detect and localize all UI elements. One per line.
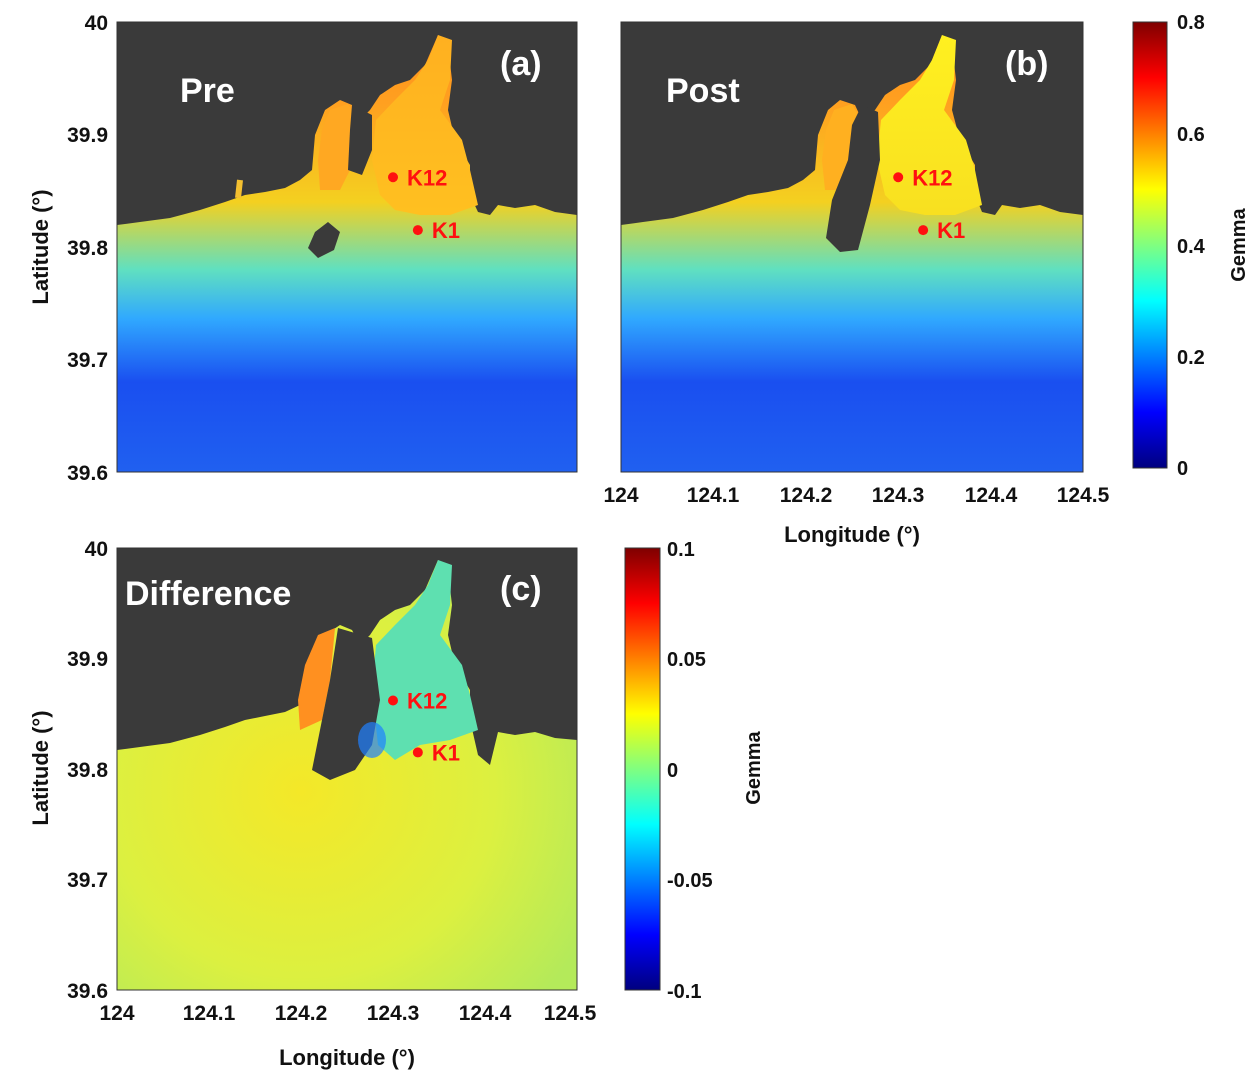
xtick: 124.5 bbox=[1057, 484, 1110, 507]
xtick: 124.1 bbox=[183, 1002, 236, 1025]
station-marker bbox=[893, 172, 904, 183]
ytick: 39.8 bbox=[67, 237, 108, 260]
ytick: 39.7 bbox=[67, 349, 108, 372]
panel-a-yticks: 40 39.9 39.8 39.7 39.6 bbox=[67, 12, 108, 485]
xtick: 124.4 bbox=[965, 484, 1018, 507]
panel-c-yticks: 40 39.9 39.8 39.7 39.6 bbox=[67, 538, 108, 1003]
station-marker bbox=[412, 225, 423, 236]
panel-b-frame bbox=[620, 21, 1084, 473]
colorbar-bottom-gradient bbox=[624, 547, 661, 991]
panel-a-island bbox=[308, 222, 340, 258]
colorbar-top-gradient bbox=[1132, 21, 1168, 469]
panel-c-land bbox=[117, 548, 577, 765]
station-marker bbox=[388, 695, 398, 706]
station-label: K1 bbox=[432, 218, 460, 243]
panel-a-title: Pre bbox=[180, 72, 235, 110]
xtick: 124.1 bbox=[687, 484, 740, 507]
xtick: 124.3 bbox=[872, 484, 925, 507]
colorbar-bottom-tick: 0.05 bbox=[667, 649, 706, 671]
colorbar-bottom: 0.1 0.05 0 -0.05 -0.1 Gemma bbox=[624, 539, 765, 1003]
panel-c-xticks: 124 124.1 124.2 124.3 124.4 124.5 bbox=[99, 1002, 596, 1025]
panel-b-title: Post bbox=[666, 72, 740, 110]
ytick: 39.6 bbox=[67, 980, 108, 1003]
xtick: 124.4 bbox=[459, 1002, 512, 1025]
panel-a-ylabel: Latitude (°) bbox=[28, 189, 53, 304]
colorbar-top-tick: 0.6 bbox=[1177, 124, 1205, 146]
panel-c-estuary bbox=[372, 560, 478, 760]
panel-a bbox=[117, 22, 577, 472]
colorbar-top-tick: 0.2 bbox=[1177, 347, 1205, 369]
panel-a-land bbox=[117, 22, 577, 225]
xtick: 124.3 bbox=[367, 1002, 420, 1025]
colorbar-bottom-tick: 0.1 bbox=[667, 539, 695, 561]
panel-a-shoreline bbox=[235, 179, 243, 199]
ytick: 39.9 bbox=[67, 648, 108, 671]
panel-b-land bbox=[621, 22, 1083, 225]
xtick: 124.2 bbox=[780, 484, 833, 507]
colorbar-bottom-tick: 0 bbox=[667, 760, 678, 782]
ytick: 39.7 bbox=[67, 869, 108, 892]
xtick: 124 bbox=[603, 484, 638, 507]
panel-c-xlabel: Longitude (°) bbox=[279, 1045, 415, 1070]
station-label: K1 bbox=[937, 218, 965, 243]
xtick: 124.5 bbox=[544, 1002, 597, 1025]
station-marker bbox=[918, 225, 929, 236]
station-markers: K12 K1 K12 K1 K12 K1 bbox=[388, 165, 965, 765]
colorbar-bottom-label: Gemma bbox=[743, 730, 765, 804]
station-label: K12 bbox=[407, 688, 447, 713]
colorbar-bottom-tick: -0.05 bbox=[667, 870, 713, 892]
xtick: 124.2 bbox=[275, 1002, 328, 1025]
panel-a-island-2 bbox=[348, 105, 372, 175]
colorbar-top-label: Gemma bbox=[1228, 207, 1250, 281]
station-label: K12 bbox=[912, 165, 952, 190]
panel-a-tag: (a) bbox=[500, 45, 542, 83]
ytick: 40 bbox=[85, 538, 108, 561]
panel-a-estuary bbox=[372, 35, 478, 215]
panel-c-title: Difference bbox=[125, 575, 291, 613]
panel-b-estuary bbox=[877, 35, 982, 215]
panel-b-xlabel: Longitude (°) bbox=[784, 522, 920, 547]
station-marker bbox=[412, 747, 423, 758]
panel-c bbox=[117, 548, 577, 990]
panel-b-tag: (b) bbox=[1005, 45, 1048, 83]
station-label: K12 bbox=[407, 165, 447, 190]
station-marker bbox=[388, 172, 398, 183]
colorbar-top-tick: 0 bbox=[1177, 458, 1188, 480]
panel-b bbox=[621, 22, 1083, 472]
panel-c-channel bbox=[298, 628, 335, 730]
panel-c-frame bbox=[116, 547, 578, 991]
panel-c-tag: (c) bbox=[500, 570, 542, 608]
colorbar-top-tick: 0.8 bbox=[1177, 12, 1205, 34]
panel-b-xticks: 124 124.1 124.2 124.3 124.4 124.5 bbox=[603, 484, 1109, 507]
xtick: 124 bbox=[99, 1002, 134, 1025]
ytick: 39.8 bbox=[67, 759, 108, 782]
ytick: 39.6 bbox=[67, 462, 108, 485]
colorbar-top: 0.8 0.6 0.4 0.2 0 Gemma bbox=[1132, 12, 1250, 480]
station-label: K1 bbox=[432, 740, 460, 765]
ytick: 39.9 bbox=[67, 124, 108, 147]
colorbar-top-tick: 0.4 bbox=[1177, 236, 1206, 258]
panel-c-ylabel: Latitude (°) bbox=[28, 710, 53, 825]
panel-c-negative-patch bbox=[358, 722, 386, 758]
ytick: 40 bbox=[85, 12, 108, 35]
colorbar-bottom-tick: -0.1 bbox=[667, 981, 701, 1003]
panel-b-reclaimed-land bbox=[826, 105, 880, 252]
panel-a-frame bbox=[116, 21, 578, 473]
